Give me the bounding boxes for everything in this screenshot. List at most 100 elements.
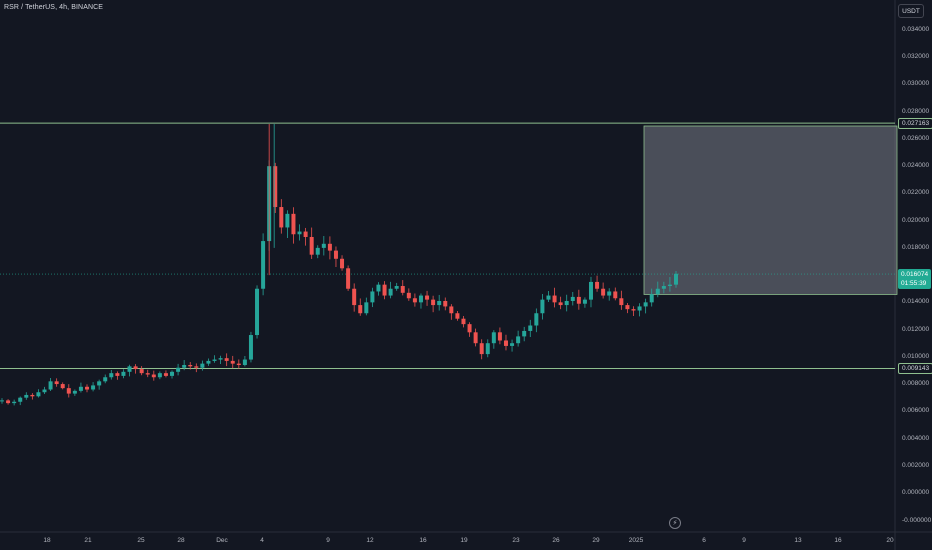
candle-body	[528, 325, 533, 331]
candle-body	[78, 386, 83, 391]
candle-body	[0, 400, 4, 402]
price-tick-label: 0.012000	[902, 325, 930, 333]
candle-body	[24, 394, 29, 398]
candle-body	[406, 292, 411, 299]
time-tick-label: 25	[137, 537, 145, 544]
candle-body	[170, 371, 175, 376]
price-tick-label: 0.020000	[902, 216, 930, 224]
candle-body	[661, 286, 666, 289]
candle-body	[595, 281, 600, 289]
chart-title: RSR / TetherUS, 4h, BINANCE	[4, 4, 104, 11]
price-tick-label: -0.000000	[902, 517, 932, 524]
candle-body	[340, 258, 345, 269]
candle-body	[364, 302, 369, 314]
time-tick-label: 9	[742, 537, 746, 544]
candle-body	[285, 213, 290, 228]
candle-body	[400, 286, 405, 293]
line-price-tag: 0.027163	[898, 118, 932, 130]
time-tick-label: 6	[702, 537, 706, 544]
currency-button[interactable]: USDT	[898, 4, 924, 18]
time-tick-label: 13	[794, 537, 802, 544]
candle-body	[382, 284, 387, 296]
candle-body	[36, 392, 41, 397]
candle-body	[479, 343, 484, 355]
line-price-tag: 0.009143	[898, 363, 932, 375]
price-tick-label: 0.034000	[902, 26, 930, 33]
candle-body	[631, 309, 636, 311]
time-tick-label: 28	[177, 537, 185, 544]
highlight-box	[643, 125, 898, 295]
candle-body	[352, 288, 357, 306]
price-tick-label: 0.006000	[902, 407, 930, 415]
candle-body	[394, 286, 399, 289]
time-tick-label: 19	[460, 537, 468, 544]
candle-body	[576, 296, 581, 304]
candle-body	[236, 363, 241, 365]
candle-body	[115, 373, 120, 376]
candle-body	[279, 207, 284, 228]
time-tick-label: 26	[552, 537, 560, 544]
candle-body	[206, 360, 211, 364]
candle-countdown: 01:55:39	[901, 280, 927, 288]
candle-body	[139, 369, 144, 374]
candle-body	[309, 236, 314, 255]
candle-body	[18, 397, 23, 402]
price-tick-label: 0.032000	[902, 53, 930, 61]
candle-body	[321, 243, 326, 248]
candle-body	[127, 366, 132, 372]
candle-body	[473, 332, 478, 344]
candle-body	[297, 231, 302, 235]
time-tick-label: 16	[419, 537, 427, 544]
price-tick-label: 0.010000	[902, 352, 930, 360]
candle-body	[625, 305, 630, 310]
candle-body	[176, 367, 181, 372]
candle-body	[655, 288, 660, 295]
candle-body	[200, 363, 205, 368]
candle-body	[534, 313, 539, 326]
candle-body	[85, 386, 90, 390]
candle-body	[188, 364, 193, 367]
candle-body	[72, 390, 77, 394]
candle-body	[558, 302, 563, 306]
candle-body	[224, 358, 229, 361]
candle-body	[291, 213, 296, 235]
candle-body	[303, 231, 308, 237]
candle-body	[437, 300, 442, 306]
price-tick-label: 0.024000	[902, 162, 930, 170]
candle-body	[121, 371, 126, 376]
candle-body	[30, 394, 35, 397]
candle-body	[333, 250, 338, 259]
candle-body	[467, 324, 472, 333]
time-tick-label: 21	[84, 537, 92, 544]
candle-body	[540, 299, 545, 314]
candle-body	[388, 288, 393, 296]
candle-body	[674, 273, 678, 285]
candle-body	[613, 291, 618, 299]
candle-body	[546, 295, 551, 300]
candle-body	[503, 340, 508, 346]
candle-body	[552, 295, 557, 303]
candle-body	[358, 305, 363, 314]
candle-body	[522, 330, 527, 337]
candle-body	[370, 291, 375, 303]
time-tick-label: 4	[260, 537, 264, 544]
candle-body	[418, 295, 423, 303]
candle-body	[315, 247, 320, 255]
candle-body	[273, 166, 278, 208]
candle-body	[97, 381, 102, 386]
price-tick-label: 0.002000	[902, 461, 930, 469]
candle-body	[485, 343, 490, 355]
candle-body	[455, 313, 460, 319]
candle-body	[212, 359, 217, 361]
price-tick-label: 0.030000	[902, 80, 930, 88]
candle-body	[48, 381, 53, 390]
current-price-value: 0.016074	[901, 271, 929, 279]
lightning-icon[interactable]: ⚡	[669, 517, 681, 529]
time-tick-label: 2025	[628, 537, 644, 544]
candle-body	[66, 388, 71, 394]
price-tick-label: 0.014000	[902, 298, 930, 306]
candle-body	[6, 400, 11, 404]
candle-body	[327, 243, 332, 251]
candle-body	[667, 284, 672, 287]
